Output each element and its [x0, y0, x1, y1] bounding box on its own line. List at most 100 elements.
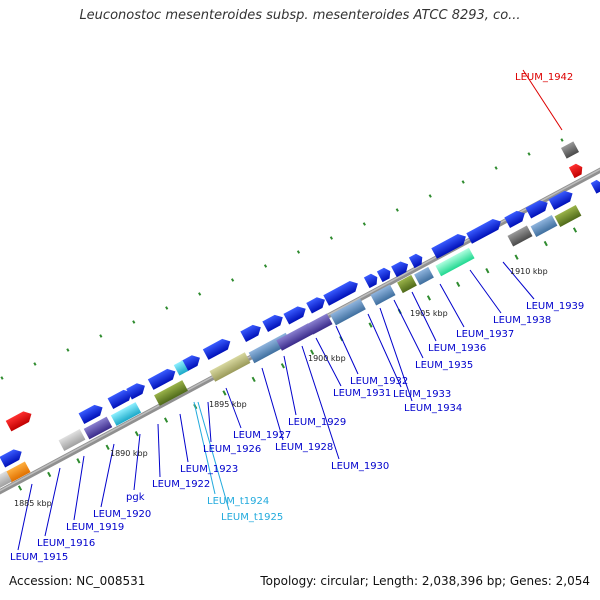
inner-tick: [572, 227, 578, 233]
gene-features[interactable]: [0, 141, 600, 490]
gene-arrow[interactable]: [283, 304, 308, 325]
gene-arrow[interactable]: [78, 402, 106, 424]
gene-label[interactable]: LEUM_1915: [10, 552, 68, 563]
outer-tick: [329, 236, 334, 240]
gene-block[interactable]: [560, 141, 580, 159]
gene-arrow[interactable]: [262, 312, 285, 333]
leader-line: [179, 413, 189, 463]
outer-tick: [527, 152, 531, 156]
gene-block[interactable]: [110, 402, 142, 426]
inner-tick: [134, 431, 139, 437]
gene-block[interactable]: [307, 313, 333, 335]
gene-block[interactable]: [5, 461, 31, 483]
scale-label: 1895 kbp: [209, 400, 247, 409]
gene-arrow[interactable]: [5, 409, 35, 432]
gene-label[interactable]: LEUM_1930: [331, 461, 389, 472]
gene-label[interactable]: LEUM_1923: [180, 464, 238, 475]
gene-label[interactable]: LEUM_1931: [333, 388, 391, 399]
gene-label[interactable]: LEUM_1928: [275, 442, 333, 453]
gene-arrow[interactable]: [126, 380, 148, 400]
gene-arrow[interactable]: [548, 188, 576, 210]
gene-arrow[interactable]: [504, 208, 527, 229]
gene-block[interactable]: [435, 247, 475, 277]
gene-label[interactable]: LEUM_1926: [203, 444, 261, 455]
gene-label[interactable]: LEUM_1916: [37, 538, 95, 549]
outer-tick: [494, 166, 498, 170]
leader-line: [193, 401, 216, 495]
scale-label: 1900 kbp: [308, 354, 346, 363]
inner-tick: [310, 349, 315, 355]
gene-block[interactable]: [330, 298, 366, 326]
gene-arrow[interactable]: [0, 447, 25, 468]
gene-arrow[interactable]: [147, 366, 178, 390]
outer-tick: [428, 194, 432, 198]
outer-tick: [461, 180, 465, 184]
gene-label[interactable]: LEUM_1929: [288, 417, 346, 428]
scale-label: 1905 kbp: [410, 309, 448, 318]
gene-block[interactable]: [83, 416, 113, 440]
gene-arrow[interactable]: [376, 266, 393, 283]
scale-ticks: [0, 138, 578, 491]
gene-label[interactable]: LEUM_1942: [515, 72, 573, 83]
gene-label[interactable]: LEUM_t1924: [207, 496, 269, 507]
outer-tick: [395, 208, 399, 212]
gene-labels[interactable]: LEUM_1942 LEUM_1939 LEUM_1938 LEUM_1937 LEUM…: [10, 72, 584, 563]
gene-block[interactable]: [58, 429, 86, 451]
inner-tick: [251, 376, 256, 383]
gene-arrow[interactable]: [408, 252, 425, 269]
gene-arrow[interactable]: [391, 259, 411, 278]
scale-label: 1890 kbp: [110, 449, 148, 458]
gene-block[interactable]: [397, 274, 417, 294]
gene-label[interactable]: LEUM_1933: [393, 389, 451, 400]
gene-arrow[interactable]: [363, 272, 380, 289]
gene-label[interactable]: LEUM_1919: [66, 522, 124, 533]
gene-label[interactable]: LEUM_1932: [350, 376, 408, 387]
gene-arrow[interactable]: [525, 198, 550, 219]
outer-tick: [198, 292, 202, 296]
gene-label[interactable]: LEUM_1927: [233, 430, 291, 441]
gene-block[interactable]: [173, 360, 189, 376]
gene-arrow[interactable]: [590, 178, 600, 194]
gene-arrow[interactable]: [202, 336, 233, 360]
gene-block[interactable]: [507, 225, 533, 247]
gene-label[interactable]: LEUM_1922: [152, 479, 210, 490]
leader-line: [439, 283, 465, 328]
leader-line: [522, 69, 563, 131]
inner-tick: [76, 458, 81, 464]
gene-label[interactable]: LEUM_1938: [493, 315, 551, 326]
accession-label: Accession: NC_008531: [9, 574, 146, 588]
gene-label[interactable]: LEUM_1939: [526, 301, 584, 312]
gene-block[interactable]: [276, 323, 314, 351]
gene-label[interactable]: LEUM_1936: [428, 343, 486, 354]
inner-tick: [163, 417, 169, 423]
gene-arrow[interactable]: [240, 322, 263, 343]
gene-block[interactable]: [154, 380, 188, 406]
leader-line: [261, 367, 284, 441]
outer-tick: [66, 348, 70, 352]
gene-arrow[interactable]: [107, 387, 135, 409]
gene-arrow[interactable]: [466, 216, 503, 244]
gene-block[interactable]: [414, 266, 434, 286]
gene-arrow[interactable]: [306, 294, 328, 314]
gene-block[interactable]: [370, 284, 396, 306]
gene-block[interactable]: [209, 352, 251, 382]
gene-block[interactable]: [0, 470, 12, 490]
leader-line: [502, 261, 535, 300]
inner-tick: [17, 485, 23, 491]
leader-line: [335, 325, 359, 375]
gene-label[interactable]: LEUM_t1925: [221, 512, 283, 523]
gene-block[interactable]: [554, 205, 582, 227]
gene-label[interactable]: LEUM_1920: [93, 509, 151, 520]
gene-label[interactable]: pgk: [126, 492, 145, 503]
gene-label[interactable]: LEUM_1937: [456, 329, 514, 340]
gene-arrow[interactable]: [431, 231, 468, 259]
gene-label[interactable]: LEUM_1935: [415, 360, 473, 371]
gene-label[interactable]: LEUM_1934: [404, 403, 462, 414]
leader-line: [157, 423, 161, 478]
gene-arrow[interactable]: [568, 162, 585, 179]
leader-line: [100, 443, 115, 508]
leader-line: [301, 345, 340, 460]
gene-arrow[interactable]: [323, 278, 360, 306]
gene-block[interactable]: [530, 215, 558, 237]
